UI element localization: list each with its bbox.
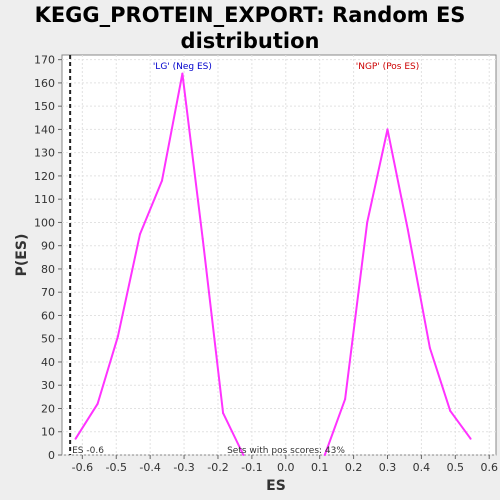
x-tick-label: 0.1 [311,461,329,474]
x-axis: -0.6 -0.5 -0.4 -0.3 -0.2 -0.1 0.0 0.1 0.2 0.3 0.4 0… [72,455,498,474]
data-point [201,237,204,240]
data-point [428,347,431,350]
chart-title-line-2: distribution [180,29,320,53]
y-tick-label: 160 [34,77,55,90]
chart-title-line-1: KEGG_PROTEIN_EXPORT: Random ES [34,3,466,27]
chart-title: KEGG_PROTEIN_EXPORT: Random ES distribut… [0,2,500,54]
series-lines [74,72,472,456]
data-point [469,437,472,440]
y-tick-label: 60 [41,309,55,322]
data-point [161,179,164,182]
x-tick-label: 0.0 [277,461,295,474]
y-tick-label: 100 [34,216,55,229]
data-point [344,398,347,401]
data-point [386,128,389,131]
x-tick-label: -0.2 [207,461,228,474]
x-tick-label: 0.3 [379,461,397,474]
data-point [323,454,326,456]
x-tick-label: -0.1 [241,461,262,474]
data-point [138,233,141,236]
x-tick-label: 0.4 [413,461,431,474]
data-point [96,402,99,405]
y-tick-label: 50 [41,333,55,346]
es-marker-label: ES -0.6 [72,446,104,456]
x-tick-label: 0.2 [345,461,363,474]
x-tick-label: 0.5 [447,461,465,474]
y-tick-label: 20 [41,402,55,415]
y-tick-label: 150 [34,100,55,113]
grid-lines [62,55,496,456]
x-axis-label: ES [266,478,286,494]
neg-es-annotation: 'LG' (Neg ES) [153,62,212,72]
y-axis: 0 10 20 30 40 50 60 70 80 90 100 110 120 130 140 150 160… [34,54,62,462]
y-tick-label: 170 [34,54,55,67]
pos-scores-footer: Sets with pos scores: 43% [227,446,345,456]
series-line-2 [323,128,472,456]
data-point [116,335,119,338]
x-tick-label: -0.6 [72,461,93,474]
data-point [242,454,245,456]
y-tick-label: 40 [41,356,55,369]
data-point [74,437,77,440]
plot-area [61,54,497,456]
annotations: ES -0.6 'LG' (Neg ES) 'NGP' (Pos ES) Sets w… [69,55,420,456]
data-point [222,412,225,415]
data-point [449,409,452,412]
pos-es-annotation: 'NGP' (Pos ES) [356,62,420,72]
y-tick-label: 130 [34,147,55,160]
x-tick-label: -0.5 [106,461,127,474]
x-tick-label: 0.6 [480,461,498,474]
y-tick-label: 30 [41,379,55,392]
data-point [181,72,184,75]
y-tick-label: 80 [41,263,55,276]
y-tick-label: 0 [48,449,55,462]
y-tick-label: 10 [41,426,55,439]
y-axis-label: P(ES) [14,234,30,277]
y-tick-label: 70 [41,286,55,299]
data-point [406,228,409,231]
x-tick-label: -0.4 [139,461,160,474]
data-point [366,221,369,224]
y-tick-label: 110 [34,193,55,206]
y-tick-label: 90 [41,240,55,253]
x-tick-label: -0.3 [173,461,194,474]
y-tick-label: 140 [34,123,55,136]
y-tick-label: 120 [34,170,55,183]
